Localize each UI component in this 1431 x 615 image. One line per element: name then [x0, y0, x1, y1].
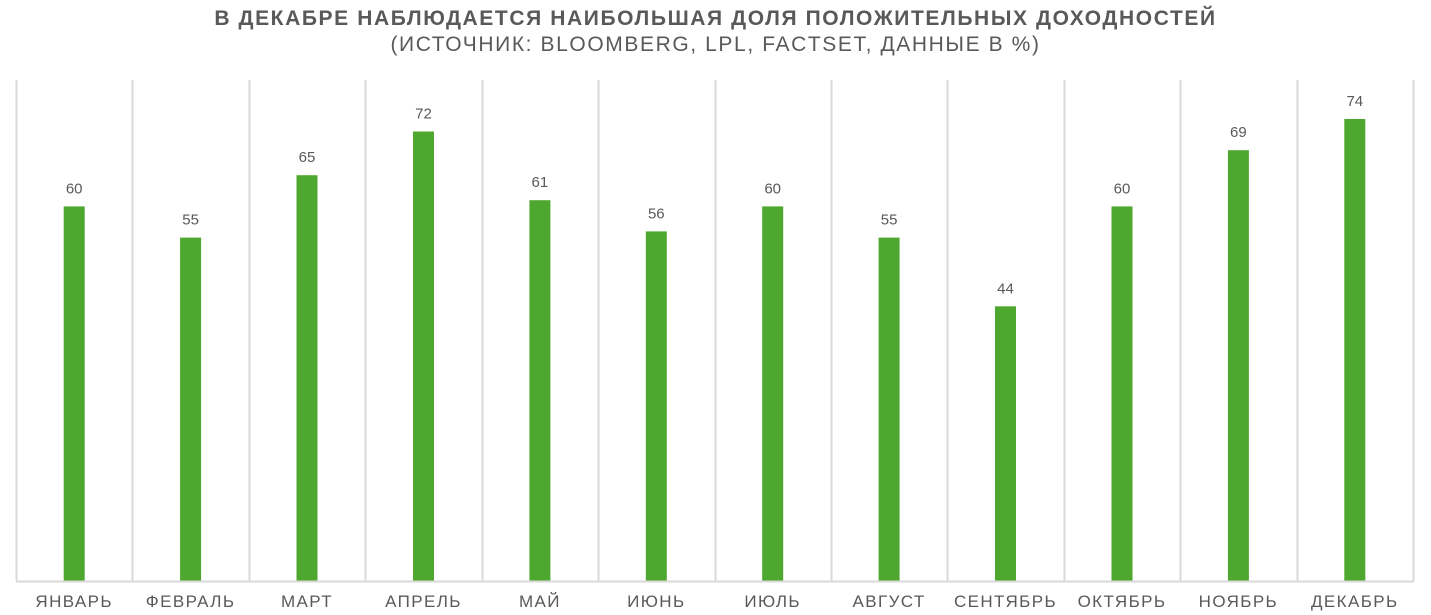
bar [296, 175, 318, 581]
bar [180, 237, 202, 581]
x-tick-label: АПРЕЛЬ [385, 592, 462, 611]
bar [762, 206, 784, 581]
data-label: 56 [648, 205, 665, 222]
data-label: 61 [532, 174, 549, 191]
data-label: 44 [997, 280, 1014, 297]
data-label: 72 [415, 106, 432, 123]
x-tick-label: МАЙ [519, 592, 561, 611]
data-label: 65 [299, 149, 316, 166]
data-label: 55 [881, 212, 898, 229]
x-tick-label: ИЮЛЬ [744, 592, 801, 611]
x-tick-label: ДЕКАБРЬ [1311, 592, 1399, 611]
data-label: 55 [182, 212, 199, 229]
x-tick-label: НОЯБРЬ [1199, 592, 1278, 611]
data-label: 60 [1114, 180, 1131, 197]
data-label: 69 [1230, 124, 1247, 141]
x-tick-label: МАРТ [281, 592, 333, 611]
x-tick-label: АВГУСТ [853, 592, 926, 611]
bar [63, 206, 85, 581]
x-tick-label: ЯНВАРЬ [35, 592, 113, 611]
x-tick-label: ИЮНЬ [627, 592, 685, 611]
chart-subtitle: (ИСТОЧНИК: BLOOMBERG, LPL, FACTSET, ДАНН… [390, 33, 1041, 56]
chart-title-block: В ДЕКАБРЕ НАБЛЮДАЕТСЯ НАИБОЛЬШАЯ ДОЛЯ ПО… [0, 6, 1431, 58]
data-label: 60 [66, 180, 83, 197]
x-tick-label: СЕНТЯБРЬ [954, 592, 1057, 611]
bar [995, 306, 1016, 581]
bar [1227, 150, 1249, 581]
bar [413, 131, 434, 581]
bar [1111, 206, 1133, 581]
x-tick-label: ФЕВРАЛЬ [146, 592, 236, 611]
chart-title: В ДЕКАБРЕ НАБЛЮДАЕТСЯ НАИБОЛЬШАЯ ДОЛЯ ПО… [214, 7, 1217, 30]
x-tick-label: ОКТЯБРЬ [1078, 592, 1167, 611]
bar [529, 200, 551, 581]
bar [1344, 119, 1366, 581]
data-label: 74 [1346, 93, 1363, 110]
data-label: 60 [764, 180, 781, 197]
bar [878, 237, 900, 581]
bar [645, 231, 667, 581]
